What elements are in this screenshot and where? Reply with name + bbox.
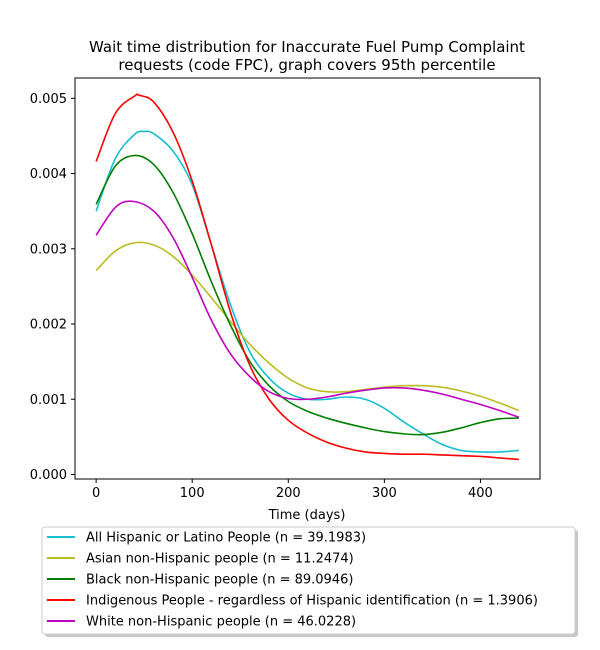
- legend-label-4: Indigenous People - regardless of Hispan…: [86, 594, 538, 609]
- series-line-2: [95, 241, 520, 412]
- legend-label-2: Asian non-Hispanic people (n = 11.2474): [86, 552, 354, 567]
- x-tick-label: 400: [468, 486, 493, 501]
- y-tick-label: 0.005: [30, 92, 67, 107]
- x-tick-label: 200: [276, 486, 301, 501]
- x-tick-label: 100: [180, 486, 205, 501]
- y-tick-label: 0.003: [30, 242, 67, 257]
- chart-title-line-1: Wait time distribution for Inaccurate Fu…: [89, 38, 525, 56]
- plot-area: [74, 77, 541, 480]
- x-tick-label: 0: [92, 486, 100, 501]
- y-tick-label: 0.000: [30, 468, 67, 483]
- y-axis: 0.000 0.001 0.002 0.003 0.004 0.005: [30, 92, 75, 483]
- legend-label-5: White non-Hispanic people (n = 46.0228): [86, 615, 356, 630]
- series-line-3: [95, 154, 519, 436]
- x-axis: 0 100 200 300 400: [92, 479, 493, 501]
- legend-entries: All Hispanic or Latino People (n = 39.19…: [47, 531, 538, 630]
- legend: All Hispanic or Latino People (n = 39.19…: [41, 526, 578, 637]
- chart-title-line-2: requests (code FPC), graph covers 95th p…: [118, 56, 495, 74]
- legend-label-1: All Hispanic or Latino People (n = 39.19…: [86, 531, 366, 546]
- series-line-5: [95, 200, 520, 419]
- x-axis-label: Time (days): [268, 508, 346, 523]
- y-tick-label: 0.002: [30, 318, 67, 333]
- series-layer: [95, 93, 520, 461]
- legend-box: [41, 526, 576, 635]
- x-tick-label: 300: [372, 486, 397, 501]
- y-tick-label: 0.004: [30, 167, 67, 182]
- plot-frame: [74, 77, 541, 480]
- y-tick-label: 0.001: [30, 393, 67, 408]
- series-line-4: [95, 93, 519, 461]
- series-line-1: [95, 130, 519, 453]
- legend-label-3: Black non-Hispanic people (n = 89.0946): [86, 573, 353, 588]
